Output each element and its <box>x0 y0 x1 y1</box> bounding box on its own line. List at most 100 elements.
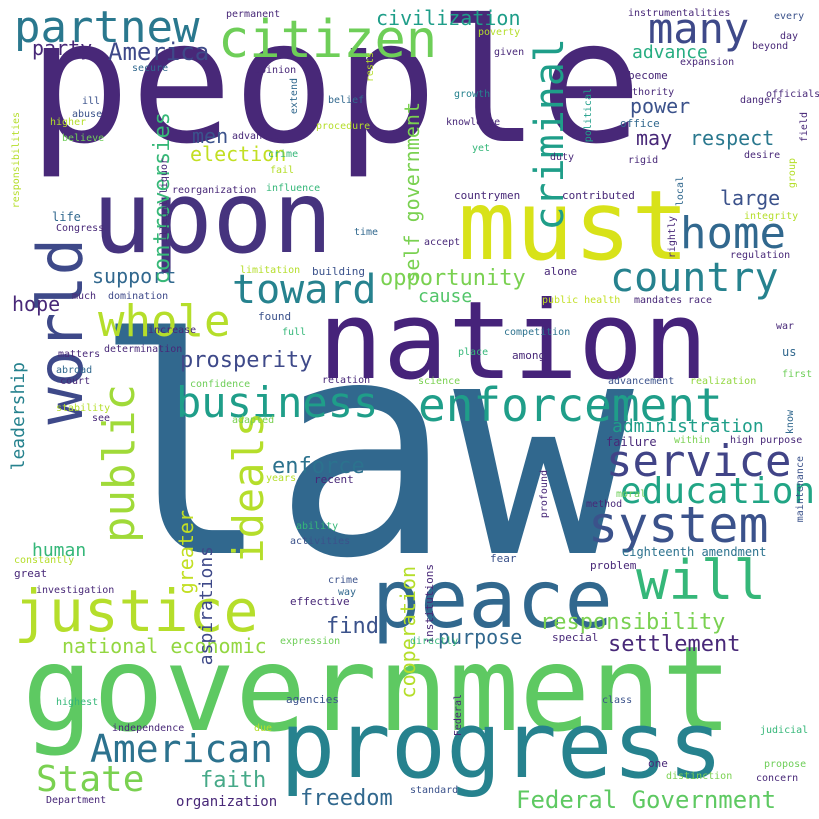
word-upon: upon <box>92 159 333 276</box>
word-find: find <box>326 614 379 639</box>
word-world: world <box>24 238 97 425</box>
word-years: years <box>266 473 297 484</box>
word-dangers: dangers <box>740 95 783 106</box>
word-partnew: partnew <box>14 2 200 53</box>
word-regulation: regulation <box>730 250 791 261</box>
word-yet: yet <box>472 143 491 154</box>
word-america: America <box>108 38 210 66</box>
word-profound: profound <box>539 470 550 519</box>
word-judicial: judicial <box>760 725 809 736</box>
word-way: way <box>338 587 357 598</box>
word-public-health: public health <box>542 295 621 306</box>
word-directly: directly <box>410 636 459 647</box>
word-constantly: constantly <box>14 555 75 566</box>
word-concern: concern <box>756 773 799 784</box>
word-domination: domination <box>108 291 169 302</box>
word-propose: propose <box>764 759 807 770</box>
word-every: every <box>774 11 805 22</box>
word-problem: problem <box>590 559 637 572</box>
word-countrymen: countrymen <box>454 189 521 202</box>
word-high-purpose: high purpose <box>730 435 803 446</box>
word-found: found <box>258 310 292 323</box>
word-citizen: citizen <box>218 10 438 70</box>
word-justice: justice <box>14 577 259 645</box>
word-great: great <box>14 567 48 580</box>
word-place: place <box>458 347 489 358</box>
word-extend: extend <box>289 78 300 115</box>
word-administration: administration <box>612 416 764 437</box>
word-activities: activities <box>290 536 351 547</box>
word-crime: crime <box>268 149 299 160</box>
word-department: Department <box>46 795 107 806</box>
word-limitation: limitation <box>240 265 301 276</box>
word-special: special <box>552 631 599 644</box>
word-state: State <box>36 759 145 800</box>
word-poverty: poverty <box>478 27 521 38</box>
word-investigation: investigation <box>36 585 115 596</box>
word-matters: matters <box>58 349 101 360</box>
word-recent: recent <box>314 473 354 486</box>
word-cooperation: cooperation <box>396 566 420 699</box>
word-desire: desire <box>744 150 781 161</box>
word-progress: progress <box>280 692 724 799</box>
word-knowledge: knowledge <box>446 117 501 128</box>
word-business: business <box>176 378 379 427</box>
word-service: service <box>606 436 792 487</box>
word-fail: fail <box>270 165 295 176</box>
word-relation: relation <box>322 375 371 386</box>
word-cause: cause <box>418 286 473 307</box>
word-determination: determination <box>104 344 183 355</box>
word-see: see <box>92 413 111 424</box>
word-moral: moral <box>616 489 647 500</box>
word-national-economic: national economic <box>62 634 267 658</box>
word-opinion: opinion <box>254 65 297 76</box>
word-faith: faith <box>200 768 267 793</box>
word-leadership: leadership <box>8 362 29 471</box>
word-will: will <box>636 549 767 612</box>
word-confidence: confidence <box>190 379 251 390</box>
word-advance: advance <box>632 42 708 63</box>
word-failure: failure <box>606 435 657 449</box>
word-toward: toward <box>232 267 377 313</box>
word-enforcement: enforcement <box>418 378 723 432</box>
word-local: local <box>675 176 686 207</box>
word-given: given <box>494 47 525 58</box>
word-whole: whole <box>98 296 231 347</box>
word-responsibility: responsibility <box>540 610 726 635</box>
word-life: life <box>52 210 81 224</box>
word-illegal-liquor: illegal liquor <box>159 158 170 243</box>
word-prosperity: prosperity <box>180 348 313 373</box>
word-men: men <box>192 124 229 148</box>
word-group: group <box>787 158 798 189</box>
word-federal: Federal <box>453 694 464 737</box>
word-abroad: abroad <box>56 365 93 376</box>
word-highest: highest <box>56 697 99 708</box>
word-believe: believe <box>62 133 105 144</box>
word-building: building <box>312 265 365 278</box>
word-distinction: distinction <box>666 771 733 782</box>
word-competition: competition <box>504 327 571 338</box>
word-procedure: procedure <box>316 121 371 132</box>
word-adapted: adapted <box>232 415 275 426</box>
word-peace: peace <box>372 553 613 646</box>
word-opportunity: opportunity <box>380 266 526 291</box>
word-class: class <box>602 695 633 706</box>
word-know: know <box>785 410 796 435</box>
word-settlement: settlement <box>608 632 741 657</box>
word-election: election <box>190 142 287 166</box>
word-increase: increase <box>148 325 197 336</box>
word-war: war <box>776 321 795 332</box>
word-one: one <box>648 757 668 770</box>
word-ideals: ideals <box>224 412 273 564</box>
word-party: party <box>32 36 93 60</box>
word-country: country <box>610 255 779 301</box>
word-method: method <box>586 499 623 510</box>
word-within: within <box>674 435 711 446</box>
word-alone: alone <box>544 265 578 278</box>
word-education: education <box>620 471 816 512</box>
word-independence: independence <box>112 723 185 734</box>
word-ill: ill <box>82 96 101 107</box>
word-greater: greater <box>174 510 198 595</box>
word-expression: expression <box>280 636 341 647</box>
word-large: large <box>720 186 781 210</box>
